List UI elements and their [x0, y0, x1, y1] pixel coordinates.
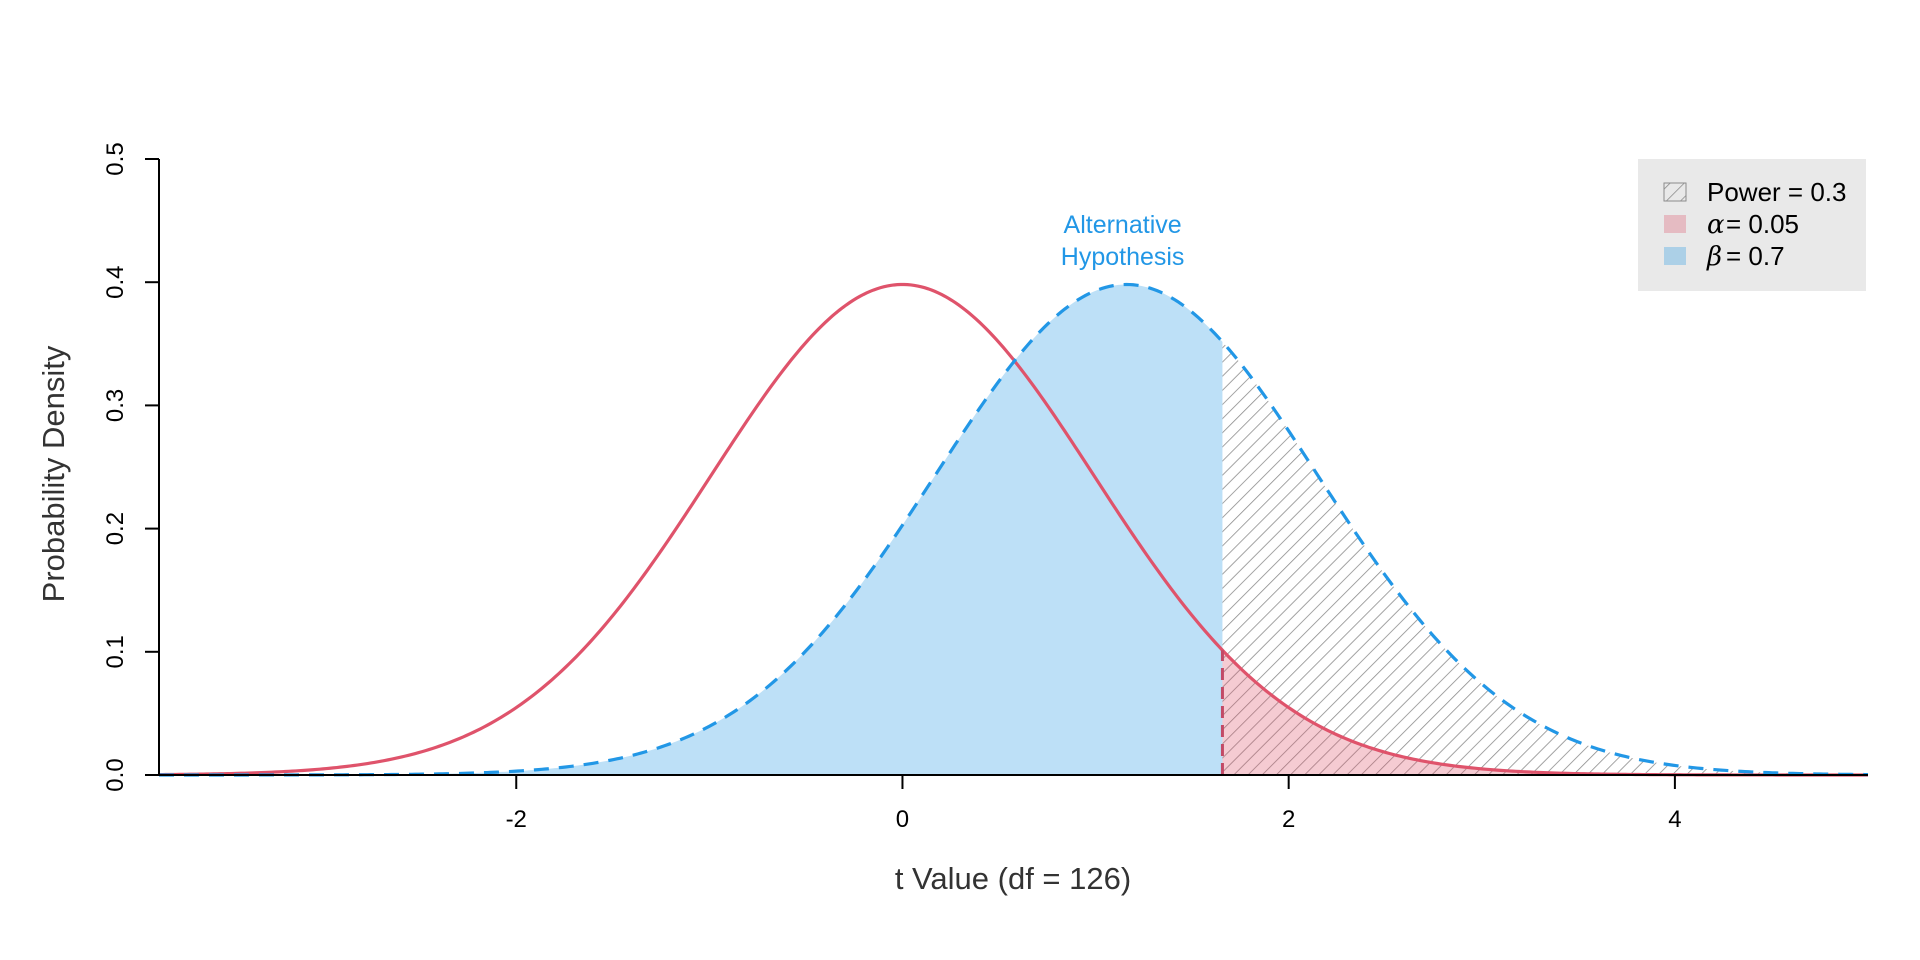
- legend: Power = 0.3α = 0.05β = 0.7: [1638, 159, 1866, 291]
- annotations: Alternative Hypothesis: [1061, 211, 1185, 271]
- y-tick-label: 0.5: [102, 142, 129, 175]
- legend-label: = 0.7: [1726, 241, 1785, 271]
- y-tick-label: 0.3: [102, 389, 129, 422]
- y-axis-ticks: 0.0 0.1 0.2 0.3 0.4 0.5: [102, 142, 159, 792]
- power-area: [1222, 341, 1868, 775]
- legend-swatch: [1663, 182, 1687, 202]
- shaded-areas: [159, 284, 1868, 775]
- y-tick-label: 0.1: [102, 635, 129, 668]
- x-axis-ticks: -2 0 2 4: [506, 775, 1682, 833]
- beta-area: [159, 284, 1223, 775]
- x-tick-label: 4: [1668, 806, 1681, 833]
- density-curves: [158, 282, 1869, 777]
- x-tick-label: 2: [1282, 806, 1295, 833]
- legend-label: Power = 0.3: [1707, 177, 1846, 207]
- legend-box: [1638, 159, 1866, 291]
- legend-symbol: α: [1707, 210, 1725, 240]
- x-tick-label: -2: [506, 806, 527, 833]
- y-axis-title: Probability Density: [36, 345, 71, 602]
- alternative-distribution-line: [158, 282, 1869, 777]
- y-tick-label: 0.0: [102, 758, 129, 791]
- legend-symbol: β: [1706, 242, 1722, 272]
- y-tick-label: 0.2: [102, 512, 129, 545]
- legend-label: = 0.05: [1726, 209, 1799, 239]
- x-axis-title: t Value (df = 126): [895, 861, 1131, 896]
- annotation-line: Hypothesis: [1061, 243, 1185, 271]
- legend-swatch: [1664, 247, 1686, 265]
- legend-swatch: [1664, 215, 1686, 233]
- annotation-text: Alternative Hypothesis: [1061, 211, 1185, 271]
- x-tick-label: 0: [896, 806, 909, 833]
- y-tick-label: 0.4: [102, 266, 129, 299]
- alpha-area: [1222, 650, 1868, 775]
- annotation-line: Alternative: [1064, 211, 1182, 239]
